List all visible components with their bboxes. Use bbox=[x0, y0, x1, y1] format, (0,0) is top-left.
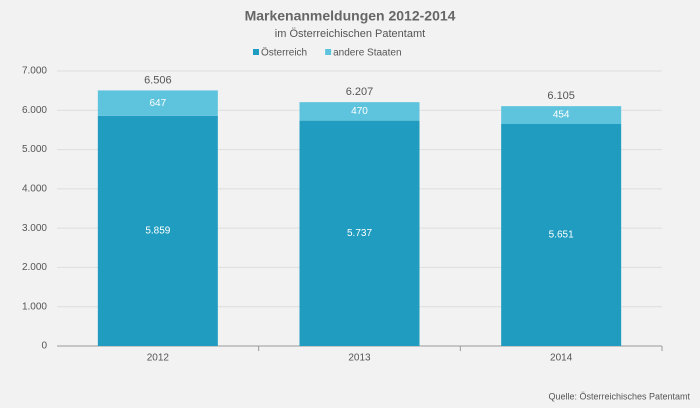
y-tick-label: 4.000 bbox=[22, 183, 47, 194]
y-tick-label: 3.000 bbox=[22, 223, 47, 234]
source: Quelle: Österreichisches Patentamt bbox=[548, 391, 690, 401]
y-tick-label: 6.000 bbox=[22, 105, 47, 116]
legend-swatch bbox=[325, 49, 332, 55]
legend-label: andere Staaten bbox=[333, 48, 401, 59]
chart-title: Markenanmeldungen 2012-2014 bbox=[245, 8, 456, 24]
legend-swatch bbox=[253, 49, 259, 55]
value-label: 5.651 bbox=[549, 230, 574, 241]
value-label: 647 bbox=[149, 98, 166, 109]
chart-subtitle: im Österreichischen Patentamt bbox=[275, 28, 425, 40]
bar bbox=[501, 123, 622, 346]
total-label: 6.207 bbox=[346, 86, 374, 98]
total-label: 6.506 bbox=[144, 74, 172, 86]
value-label: 454 bbox=[553, 110, 570, 121]
value-label: 470 bbox=[351, 106, 368, 117]
x-tick-label: 2012 bbox=[147, 353, 170, 364]
bar bbox=[97, 115, 218, 346]
x-tick-label: 2014 bbox=[550, 353, 573, 364]
y-tick-label: 0 bbox=[41, 341, 47, 352]
y-tick-label: 2.000 bbox=[22, 262, 47, 273]
x-tick-label: 2013 bbox=[348, 353, 371, 364]
value-label: 5.859 bbox=[145, 226, 170, 237]
bar bbox=[501, 106, 622, 124]
legend-label: Österreich bbox=[261, 47, 307, 59]
bar bbox=[97, 90, 218, 116]
y-tick-label: 7.000 bbox=[22, 66, 47, 77]
y-tick-label: 1.000 bbox=[22, 301, 47, 312]
bar bbox=[299, 102, 420, 121]
total-label: 6.105 bbox=[547, 90, 575, 102]
value-label: 5.737 bbox=[347, 228, 372, 239]
y-tick-label: 5.000 bbox=[22, 144, 47, 155]
bar bbox=[299, 120, 420, 346]
